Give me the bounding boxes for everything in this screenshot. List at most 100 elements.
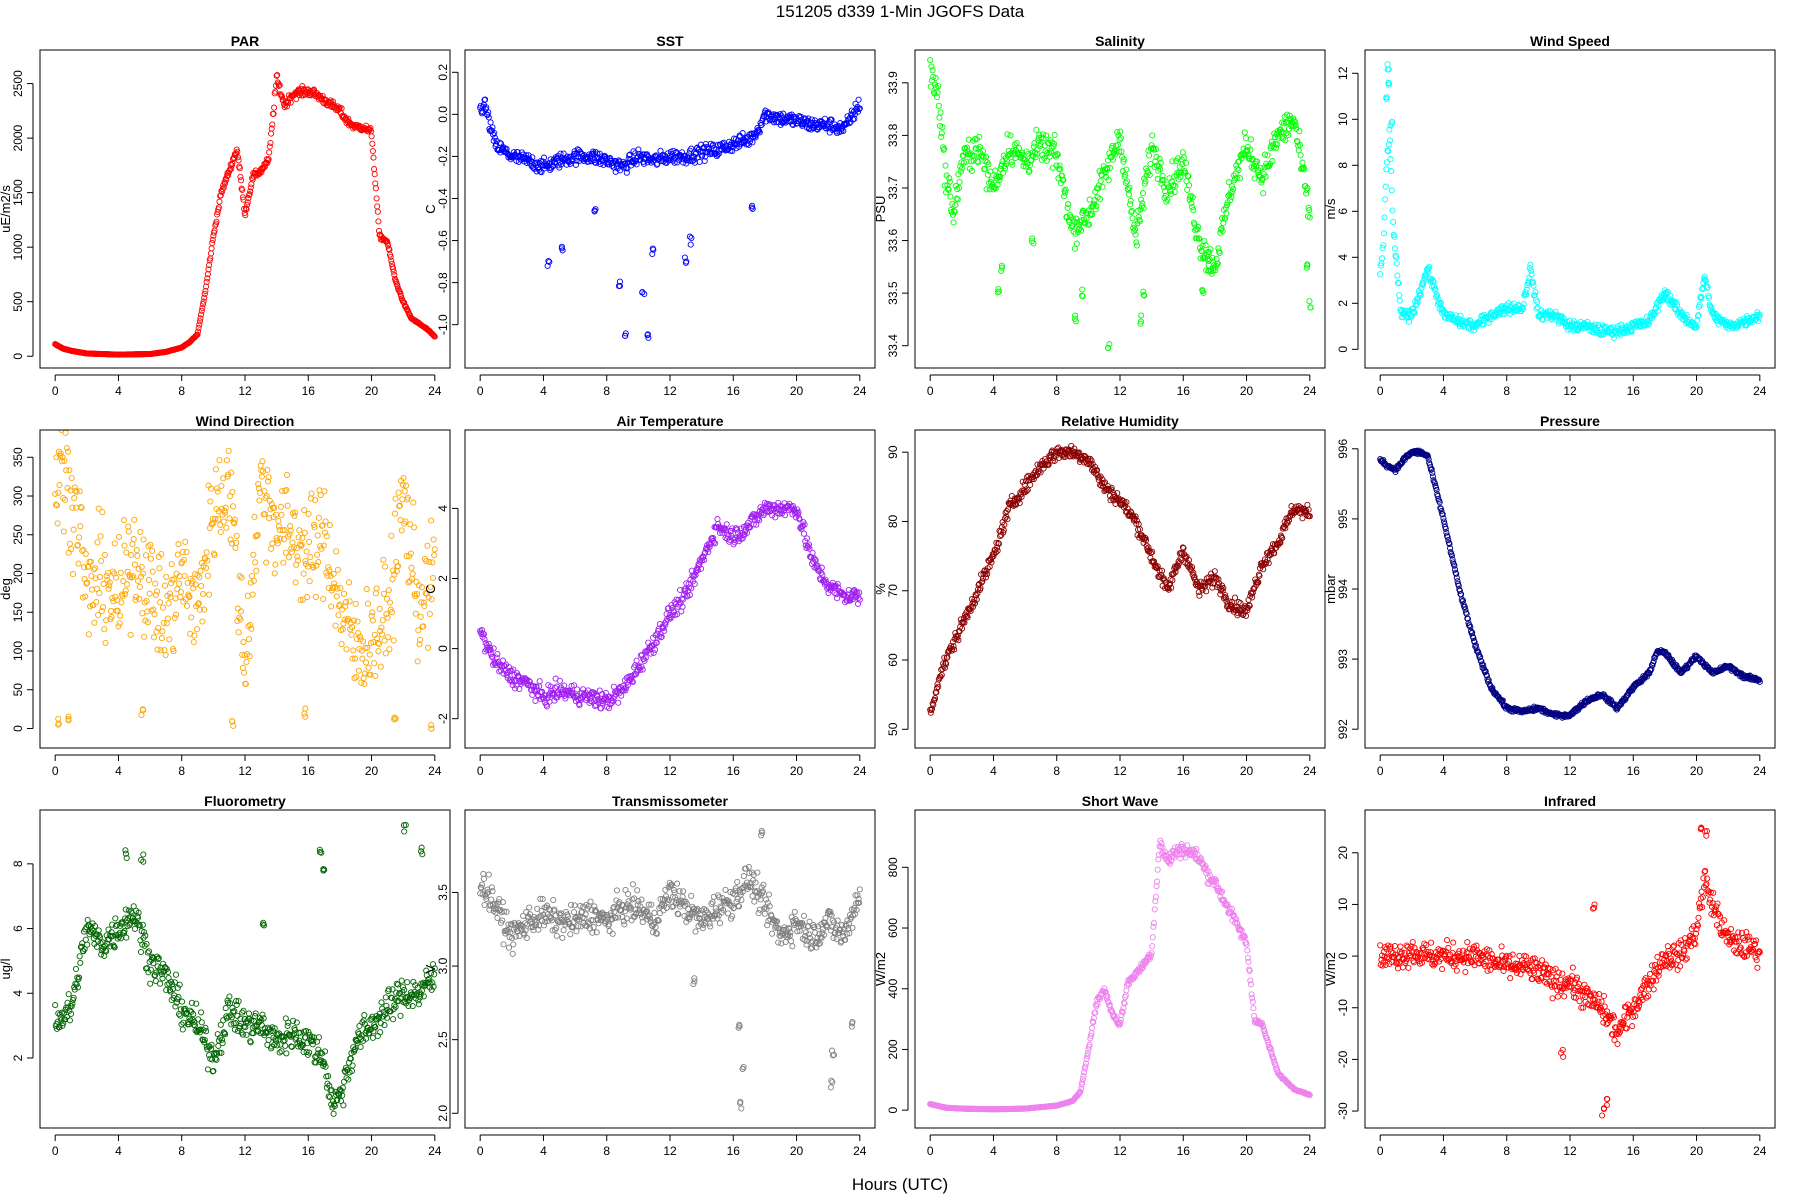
x-tick-label: 8 [1053, 384, 1060, 398]
panel-frame [464, 49, 876, 369]
data-point [364, 644, 371, 651]
data-point [274, 537, 281, 544]
data-point [181, 572, 188, 579]
data-point [700, 144, 708, 151]
data-point [244, 199, 251, 206]
data-point [1300, 165, 1307, 172]
data-point [726, 536, 733, 543]
data-point [196, 318, 203, 325]
data-point [968, 167, 975, 174]
data-point [929, 67, 936, 74]
x-tick-label: 16 [1627, 384, 1641, 398]
data-point [1137, 320, 1144, 327]
x-tick-label: 12 [663, 384, 677, 398]
data-point [1209, 254, 1216, 261]
data-point [1171, 188, 1178, 196]
data-point [303, 548, 310, 555]
data-point [1628, 328, 1635, 335]
data-point [1192, 227, 1199, 234]
data-point [378, 624, 385, 631]
data-point [1057, 166, 1064, 173]
data-point [74, 541, 81, 549]
x-tick-label: 0 [477, 384, 484, 398]
data-point [349, 655, 356, 662]
y-tick-label: 33.4 [886, 334, 900, 358]
data-point [346, 598, 353, 605]
data-point [94, 539, 101, 546]
data-point [1009, 161, 1016, 168]
data-point [491, 134, 498, 141]
data-point [1457, 312, 1464, 319]
data-point [1528, 271, 1535, 278]
data-point [386, 646, 393, 653]
data-point [1474, 648, 1481, 655]
data-point [371, 660, 378, 667]
data-point [557, 150, 564, 157]
data-point [261, 510, 268, 518]
data-point [1303, 190, 1310, 197]
data-point [362, 644, 369, 651]
data-point [1393, 254, 1400, 261]
data-point [256, 497, 263, 504]
data-point [834, 595, 841, 602]
data-point [369, 147, 376, 155]
data-point [811, 556, 819, 563]
data-point [683, 580, 690, 587]
data-point [605, 705, 613, 712]
data-point [1380, 242, 1387, 249]
data-point [76, 488, 83, 495]
data-point [841, 591, 848, 598]
data-point [769, 512, 776, 519]
data-point [969, 600, 976, 607]
data-point [103, 617, 110, 624]
data-point [1219, 587, 1226, 594]
data-point [61, 496, 69, 503]
data-point [1417, 291, 1424, 298]
x-tick-label: 4 [540, 384, 547, 398]
data-point [326, 567, 333, 574]
data-point [55, 489, 62, 496]
data-point [399, 481, 406, 488]
data-point [1499, 697, 1506, 704]
data-point [294, 553, 301, 560]
data-point [301, 710, 308, 717]
data-point [934, 89, 941, 96]
data-point [155, 624, 162, 631]
data-point [937, 109, 944, 116]
data-point [1212, 262, 1220, 269]
data-point [350, 617, 357, 624]
data-point [769, 502, 776, 509]
data-point [128, 552, 135, 559]
data-point [59, 454, 66, 461]
data-point [242, 212, 249, 219]
data-point [109, 594, 116, 602]
data-point [391, 271, 398, 278]
data-point [1105, 177, 1112, 184]
data-point [1072, 318, 1079, 325]
data-point [101, 551, 108, 558]
data-point [125, 528, 132, 535]
data-point [180, 556, 188, 564]
data-point [1158, 567, 1166, 574]
data-point [259, 458, 266, 465]
data-point [1030, 240, 1037, 247]
data-point [544, 695, 551, 702]
data-point [85, 631, 92, 638]
data-point [939, 124, 946, 131]
data-point [942, 162, 949, 169]
panel-frame [39, 49, 451, 369]
data-point [97, 533, 104, 540]
data-point [345, 115, 352, 122]
data-point [1701, 273, 1708, 280]
data-point [306, 578, 313, 585]
data-point [1414, 298, 1421, 305]
data-point [478, 630, 485, 637]
data-point [540, 154, 548, 161]
data-point [160, 604, 167, 611]
data-point [743, 141, 750, 148]
data-point [376, 605, 383, 612]
data-point [1092, 206, 1099, 213]
data-point [1201, 238, 1208, 245]
data-point [1133, 239, 1140, 246]
data-point [1071, 445, 1078, 452]
